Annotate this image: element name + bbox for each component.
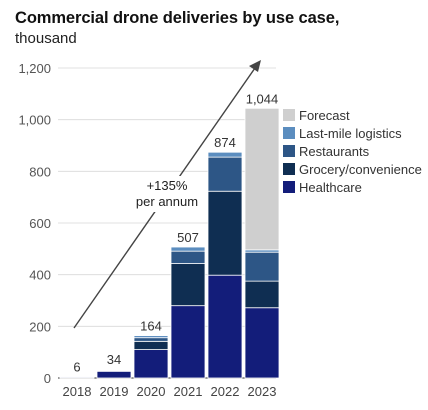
chart-title: Commercial drone deliveries by use case, [15, 9, 340, 27]
annotation-background [130, 176, 204, 212]
legend-label: Healthcare [299, 180, 362, 195]
bar-segment-healthcare [244, 307, 280, 379]
legend-swatch [283, 109, 295, 121]
legend-label: Forecast [299, 108, 350, 123]
bar-segment-last-mile-logistics [170, 246, 206, 252]
bar-total-label: 164 [140, 319, 162, 334]
y-tick-label: 0 [44, 371, 51, 386]
bar-segment-grocery-convenience [244, 280, 280, 309]
bar-segment-restaurants [170, 250, 206, 264]
bar-segment-last-mile-logistics [96, 368, 132, 371]
bar-segment-healthcare [170, 305, 206, 379]
x-tick-label: 2021 [174, 384, 203, 399]
bar-segment-last-mile-logistics [133, 335, 169, 339]
growth-arrow-head [249, 60, 261, 72]
bar-segment-last-mile-logistics [59, 376, 95, 378]
bar-total-label: 34 [107, 352, 121, 367]
growth-annotation-text: per annum [136, 194, 198, 209]
legend-swatch [283, 163, 295, 175]
legend-label: Restaurants [299, 144, 370, 159]
bar-total-label: 874 [214, 135, 236, 150]
x-tick-label: 2022 [211, 384, 240, 399]
bar-segment-healthcare [96, 370, 132, 379]
legend-swatch [283, 145, 295, 157]
y-tick-label: 800 [29, 164, 51, 179]
legend-swatch [283, 127, 295, 139]
bar-total-label: 6 [73, 359, 80, 374]
bar-segment-restaurants [207, 156, 243, 192]
x-tick-label: 2020 [137, 384, 166, 399]
legend-label: Grocery/convenience [299, 162, 422, 177]
y-tick-label: 1,000 [18, 113, 51, 128]
x-tick-label: 2018 [63, 384, 92, 399]
bar-segment-forecast [244, 107, 280, 251]
bar-segment-healthcare [133, 349, 169, 379]
growth-annotation-text: +135% [147, 178, 188, 193]
y-tick-label: 1,200 [18, 61, 51, 76]
bar-segment-last-mile-logistics [207, 151, 243, 158]
bar-segment-grocery-convenience [133, 340, 169, 350]
bar-total-label: 1,044 [246, 91, 279, 106]
bar-segment-healthcare [207, 274, 243, 379]
chart-subtitle: thousand [15, 30, 77, 47]
legend-label: Last-mile logistics [299, 126, 402, 141]
bar-segment-grocery-convenience [207, 190, 243, 276]
bar-segment-restaurants [244, 251, 280, 282]
y-tick-label: 600 [29, 216, 51, 231]
legend-swatch [283, 181, 295, 193]
bar-total-label: 507 [177, 230, 199, 245]
x-tick-label: 2023 [248, 384, 277, 399]
bar-segment-restaurants [133, 337, 169, 342]
bar-segment-grocery-convenience [170, 263, 206, 307]
y-tick-label: 200 [29, 319, 51, 334]
y-tick-label: 400 [29, 268, 51, 283]
x-tick-label: 2019 [100, 384, 129, 399]
